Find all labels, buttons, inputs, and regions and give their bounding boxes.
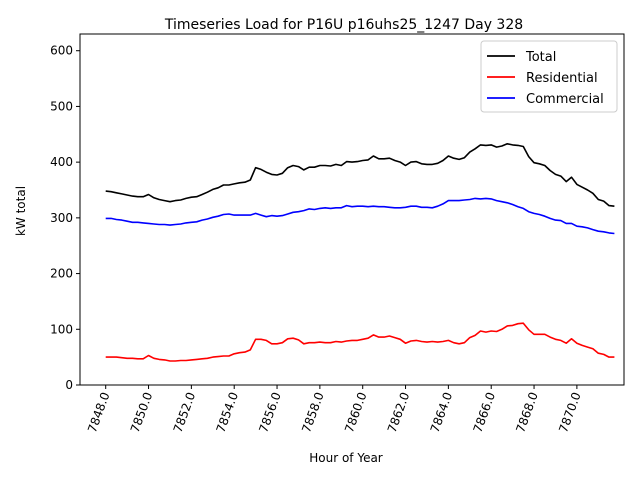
y-tick-label: 100 <box>50 322 73 336</box>
x-tick-label: 7854.0 <box>214 390 242 434</box>
plot-frame <box>79 33 625 386</box>
x-tick-label: 7856.0 <box>256 390 284 434</box>
series-line-commercial <box>105 197 615 235</box>
legend-label-total: Total <box>525 50 556 65</box>
x-axis-label: Hour of Year <box>309 451 383 465</box>
x-tick-label: 7858.0 <box>299 390 327 434</box>
legend-label-commercial: Commercial <box>526 92 604 107</box>
y-tick-label: 200 <box>50 267 73 281</box>
x-tick-label: 7868.0 <box>513 390 541 434</box>
y-tick-label: 600 <box>50 44 73 58</box>
y-axis-label: kW total <box>14 186 28 236</box>
y-tick-label: 0 <box>65 378 73 392</box>
x-tick-label: 7862.0 <box>385 390 413 434</box>
series-line-residential <box>105 322 615 362</box>
x-tick-label: 7860.0 <box>342 390 370 434</box>
y-tick-label: 500 <box>50 99 73 113</box>
x-tick-label: 7866.0 <box>471 390 499 434</box>
x-tick-label: 7850.0 <box>128 390 156 434</box>
x-tick-label: 7864.0 <box>428 390 456 434</box>
y-tick-label: 400 <box>50 155 73 169</box>
series-line-total <box>105 143 615 207</box>
x-tick-label: 7848.0 <box>85 390 113 434</box>
legend-box <box>480 40 618 113</box>
legend: Total Residential Commercial <box>480 40 618 113</box>
legend-label-residential: Residential <box>526 71 598 86</box>
chart-title: Timeseries Load for P16U p16uhs25_1247 D… <box>164 17 523 33</box>
x-tick-label: 7870.0 <box>556 390 584 434</box>
y-tick-label: 300 <box>50 211 73 225</box>
x-tick-label: 7852.0 <box>171 390 199 434</box>
